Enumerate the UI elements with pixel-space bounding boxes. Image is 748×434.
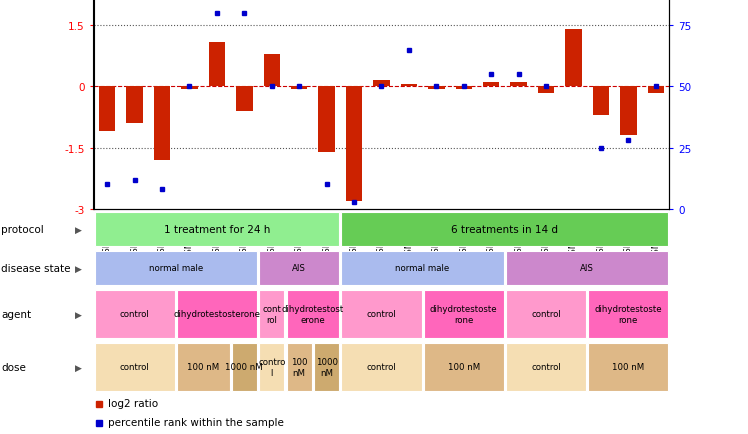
Text: ▶: ▶ <box>75 225 82 234</box>
Bar <box>401 85 417 87</box>
Bar <box>620 87 637 136</box>
Text: agent: agent <box>1 309 31 319</box>
Bar <box>423 343 504 391</box>
Bar <box>259 290 284 338</box>
Text: dihydrotestost
erone: dihydrotestost erone <box>282 305 344 324</box>
Bar <box>341 212 669 247</box>
Bar <box>94 251 257 286</box>
Text: 1000 nM: 1000 nM <box>225 363 263 372</box>
Bar <box>154 87 171 161</box>
Text: control: control <box>531 363 561 372</box>
Bar <box>510 83 527 87</box>
Text: 100 nM: 100 nM <box>187 363 219 372</box>
Bar <box>236 87 253 112</box>
Text: disease state: disease state <box>1 263 71 273</box>
Text: ▶: ▶ <box>75 310 82 319</box>
Text: 1000
nM: 1000 nM <box>316 358 337 377</box>
Bar <box>286 343 312 391</box>
Bar <box>341 343 422 391</box>
Text: 1 treatment for 24 h: 1 treatment for 24 h <box>164 224 270 234</box>
Text: normal male: normal male <box>396 264 450 273</box>
Text: control: control <box>367 310 396 319</box>
Text: control: control <box>367 363 396 372</box>
Bar <box>423 290 504 338</box>
Bar <box>506 251 669 286</box>
Bar <box>181 87 197 89</box>
Bar <box>232 343 257 391</box>
Bar <box>126 87 143 124</box>
Text: 6 treatments in 14 d: 6 treatments in 14 d <box>451 224 559 234</box>
Text: percentile rank within the sample: percentile rank within the sample <box>108 418 283 427</box>
Bar <box>314 343 340 391</box>
Text: AIS: AIS <box>292 264 306 273</box>
Bar <box>648 87 664 93</box>
Text: contro
l: contro l <box>258 358 286 377</box>
Bar <box>177 290 257 338</box>
Text: control: control <box>120 363 150 372</box>
Text: ▶: ▶ <box>75 363 82 372</box>
Bar <box>209 43 225 87</box>
Bar <box>538 87 554 93</box>
Bar <box>319 87 335 152</box>
Bar <box>506 343 586 391</box>
Bar <box>483 83 500 87</box>
Text: AIS: AIS <box>580 264 594 273</box>
Bar <box>263 55 280 87</box>
Text: cont
rol: cont rol <box>263 305 281 324</box>
Text: dose: dose <box>1 362 26 372</box>
Bar <box>94 343 175 391</box>
Bar <box>565 30 582 87</box>
Text: 100 nM: 100 nM <box>447 363 480 372</box>
Text: 100
nM: 100 nM <box>291 358 307 377</box>
Text: dihydrotestosterone: dihydrotestosterone <box>174 310 260 319</box>
Bar <box>592 87 609 116</box>
Text: log2 ratio: log2 ratio <box>108 398 158 408</box>
Bar <box>588 290 669 338</box>
Bar <box>177 343 230 391</box>
Bar <box>291 87 307 89</box>
Text: control: control <box>531 310 561 319</box>
Bar <box>259 343 284 391</box>
Bar <box>286 290 340 338</box>
Bar <box>428 87 444 89</box>
Bar <box>588 343 669 391</box>
Bar <box>341 251 504 286</box>
Text: normal male: normal male <box>149 264 203 273</box>
Text: ▶: ▶ <box>75 264 82 273</box>
Bar <box>94 212 340 247</box>
Bar <box>99 87 115 132</box>
Bar <box>506 290 586 338</box>
Bar <box>456 87 472 89</box>
Bar <box>373 81 390 87</box>
Text: control: control <box>120 310 150 319</box>
Text: dihydrotestoste
rone: dihydrotestoste rone <box>430 305 497 324</box>
Text: protocol: protocol <box>1 224 44 234</box>
Text: dihydrotestoste
rone: dihydrotestoste rone <box>595 305 662 324</box>
Bar <box>259 251 340 286</box>
Bar <box>94 290 175 338</box>
Bar <box>341 290 422 338</box>
Bar <box>346 87 362 201</box>
Text: 100 nM: 100 nM <box>612 363 645 372</box>
